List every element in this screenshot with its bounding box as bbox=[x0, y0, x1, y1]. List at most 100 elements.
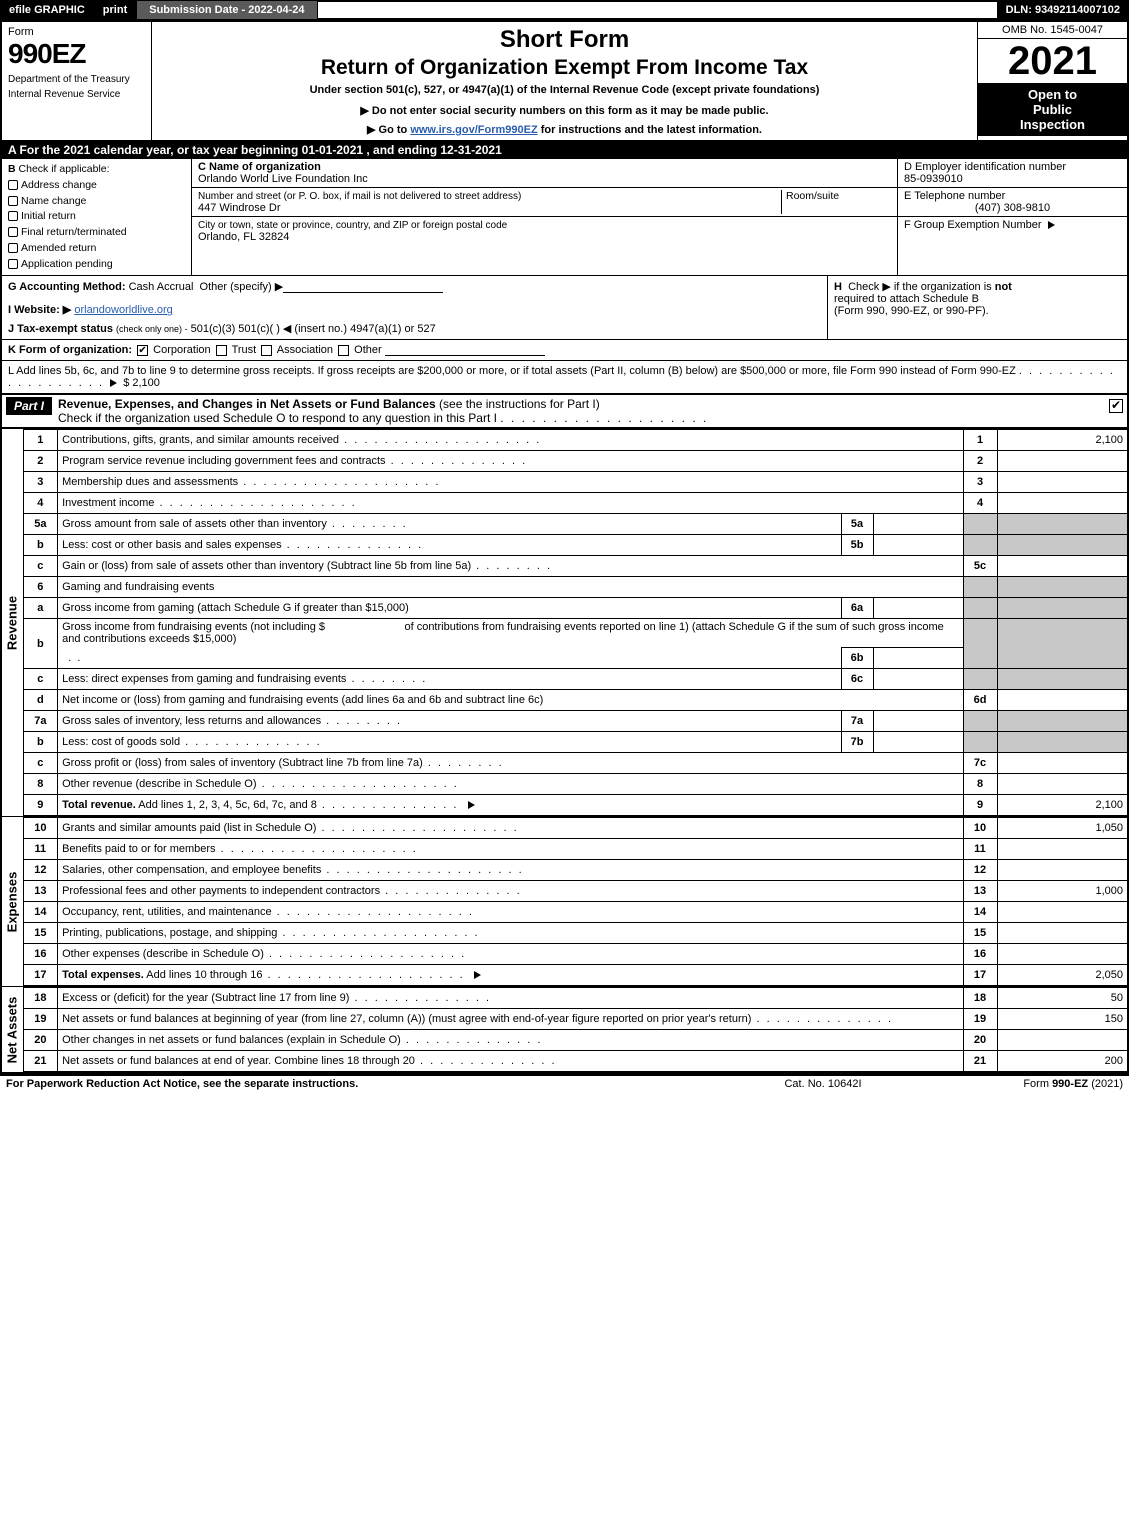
k-o1: Corporation bbox=[153, 344, 210, 356]
j-o1: 501(c)(3) bbox=[191, 323, 236, 335]
line-5a: 5aGross amount from sale of assets other… bbox=[24, 514, 1127, 535]
org-city: Orlando, FL 32824 bbox=[198, 231, 289, 243]
line-7b: bLess: cost of goods sold7b bbox=[24, 732, 1127, 753]
line-9-val: 2,100 bbox=[997, 795, 1127, 816]
section-def: D Employer identification number 85-0939… bbox=[897, 159, 1127, 275]
line-21: 21Net assets or fund balances at end of … bbox=[24, 1051, 1127, 1072]
part1-dots bbox=[500, 411, 708, 425]
expenses-table: 10Grants and similar amounts paid (list … bbox=[24, 817, 1127, 986]
g-accrual: Accrual bbox=[157, 281, 194, 293]
section-c: C Name of organization Orlando World Liv… bbox=[192, 159, 897, 275]
h-not: not bbox=[995, 281, 1012, 293]
e-label: E Telephone number bbox=[904, 190, 1005, 202]
section-l: L Add lines 5b, 6c, and 7b to line 9 to … bbox=[2, 361, 1127, 394]
c-city-label: City or town, state or province, country… bbox=[198, 220, 507, 231]
goto-pre: ▶ Go to bbox=[367, 124, 410, 136]
line-5c: cGain or (loss) from sale of assets othe… bbox=[24, 556, 1127, 577]
org-street: 447 Windrose Dr bbox=[198, 202, 281, 214]
f-label: F Group Exemption Number bbox=[904, 219, 1042, 231]
topbar-spacer bbox=[318, 0, 997, 20]
k-o2: Trust bbox=[232, 344, 257, 356]
k-other-blank[interactable] bbox=[385, 344, 545, 356]
line-19-val: 150 bbox=[997, 1009, 1127, 1030]
row-a-calendar: A For the 2021 calendar year, or tax yea… bbox=[2, 141, 1127, 159]
chk-initial-return[interactable] bbox=[8, 211, 18, 221]
line-10-val: 1,050 bbox=[997, 818, 1127, 839]
l-text: L Add lines 5b, 6c, and 7b to line 9 to … bbox=[8, 365, 1016, 377]
revenue-group: Revenue 1Contributions, gifts, grants, a… bbox=[2, 428, 1127, 816]
line-5b: bLess: cost or other basis and sales exp… bbox=[24, 535, 1127, 556]
efile-label: efile GRAPHIC bbox=[0, 0, 94, 20]
chk-assoc[interactable] bbox=[261, 345, 272, 356]
k-o3: Association bbox=[277, 344, 333, 356]
line-13-val: 1,000 bbox=[997, 881, 1127, 902]
h-check: Check ▶ bbox=[848, 281, 891, 293]
j-o2: 501(c)( ) ◀ (insert no.) bbox=[238, 323, 347, 335]
inspect-line3: Inspection bbox=[982, 117, 1123, 132]
line-11: 11Benefits paid to or for members11 bbox=[24, 839, 1127, 860]
chk-address-change[interactable] bbox=[8, 180, 18, 190]
section-g-i-j: G Accounting Method: Cash Accrual Other … bbox=[2, 276, 827, 339]
part1-checkbox[interactable] bbox=[1109, 399, 1123, 413]
dept-irs: Internal Revenue Service bbox=[8, 89, 145, 100]
line-3: 3Membership dues and assessments3 bbox=[24, 472, 1127, 493]
line-20: 20Other changes in net assets or fund ba… bbox=[24, 1030, 1127, 1051]
arrow-icon bbox=[474, 971, 481, 979]
g-other: Other (specify) ▶ bbox=[200, 281, 284, 293]
line-18: 18Excess or (deficit) for the year (Subt… bbox=[24, 988, 1127, 1009]
chk-corp[interactable] bbox=[137, 345, 148, 356]
subtitle-goto: ▶ Go to www.irs.gov/Form990EZ for instru… bbox=[158, 123, 971, 136]
website-link[interactable]: orlandoworldlive.org bbox=[74, 304, 172, 316]
g-label: G Accounting Method: bbox=[8, 281, 126, 293]
footer-right: Form 990-EZ (2021) bbox=[923, 1078, 1123, 1090]
chk-pending[interactable] bbox=[8, 259, 18, 269]
d-label: D Employer identification number bbox=[904, 161, 1066, 173]
chk-amended[interactable] bbox=[8, 243, 18, 253]
irs-link[interactable]: www.irs.gov/Form990EZ bbox=[410, 124, 537, 136]
opt-initial: Initial return bbox=[21, 210, 76, 222]
chk-other-org[interactable] bbox=[338, 345, 349, 356]
line-6c: cLess: direct expenses from gaming and f… bbox=[24, 669, 1127, 690]
c-street-label: Number and street (or P. O. box, if mail… bbox=[198, 191, 521, 202]
opt-amended: Amended return bbox=[21, 242, 96, 254]
submission-date: Submission Date - 2022-04-24 bbox=[136, 0, 317, 20]
header-right: OMB No. 1545-0047 2021 Open to Public In… bbox=[977, 22, 1127, 140]
opt-address: Address change bbox=[21, 179, 97, 191]
line-6a: aGross income from gaming (attach Schedu… bbox=[24, 598, 1127, 619]
line-17-val: 2,050 bbox=[997, 965, 1127, 986]
line-6: 6Gaming and fundraising events bbox=[24, 577, 1127, 598]
phone-value: (407) 308-9810 bbox=[904, 202, 1121, 214]
open-to-public: Open to Public Inspection bbox=[978, 83, 1127, 136]
org-name: Orlando World Live Foundation Inc bbox=[198, 173, 368, 185]
part1-paren: (see the instructions for Part I) bbox=[439, 397, 600, 411]
room-suite-label: Room/suite bbox=[781, 190, 891, 214]
line-6b-2: . .6b bbox=[24, 648, 1127, 669]
inspect-line2: Public bbox=[982, 102, 1123, 117]
line-6d: dNet income or (loss) from gaming and fu… bbox=[24, 690, 1127, 711]
j-o4: 527 bbox=[417, 323, 435, 335]
print-button[interactable]: print bbox=[94, 0, 136, 20]
chk-final-return[interactable] bbox=[8, 227, 18, 237]
h-label: H bbox=[834, 281, 842, 293]
line-1-val: 2,100 bbox=[997, 430, 1127, 451]
part1-check-text: Check if the organization used Schedule … bbox=[58, 411, 497, 425]
section-b: B Check if applicable: Address change Na… bbox=[2, 159, 192, 275]
header-left: Form 990EZ Department of the Treasury In… bbox=[2, 22, 152, 140]
c-name-label: C Name of organization bbox=[198, 161, 321, 173]
line-16: 16Other expenses (describe in Schedule O… bbox=[24, 944, 1127, 965]
expenses-vlabel: Expenses bbox=[2, 817, 24, 986]
chk-trust[interactable] bbox=[216, 345, 227, 356]
g-other-blank[interactable] bbox=[283, 281, 443, 293]
h-text2: if the organization is bbox=[894, 281, 995, 293]
form-number: 990EZ bbox=[8, 38, 145, 70]
revenue-table: 1Contributions, gifts, grants, and simil… bbox=[24, 429, 1127, 816]
line-12: 12Salaries, other compensation, and empl… bbox=[24, 860, 1127, 881]
netassets-vlabel: Net Assets bbox=[2, 987, 24, 1072]
j-o3: 4947(a)(1) or bbox=[350, 323, 414, 335]
chk-name-change[interactable] bbox=[8, 196, 18, 206]
g-cash: Cash bbox=[129, 281, 155, 293]
part1-label: Part I bbox=[6, 397, 52, 415]
k-label: K Form of organization: bbox=[8, 344, 132, 356]
h-text3: required to attach Schedule B bbox=[834, 293, 979, 305]
tax-year: 2021 bbox=[978, 39, 1127, 83]
